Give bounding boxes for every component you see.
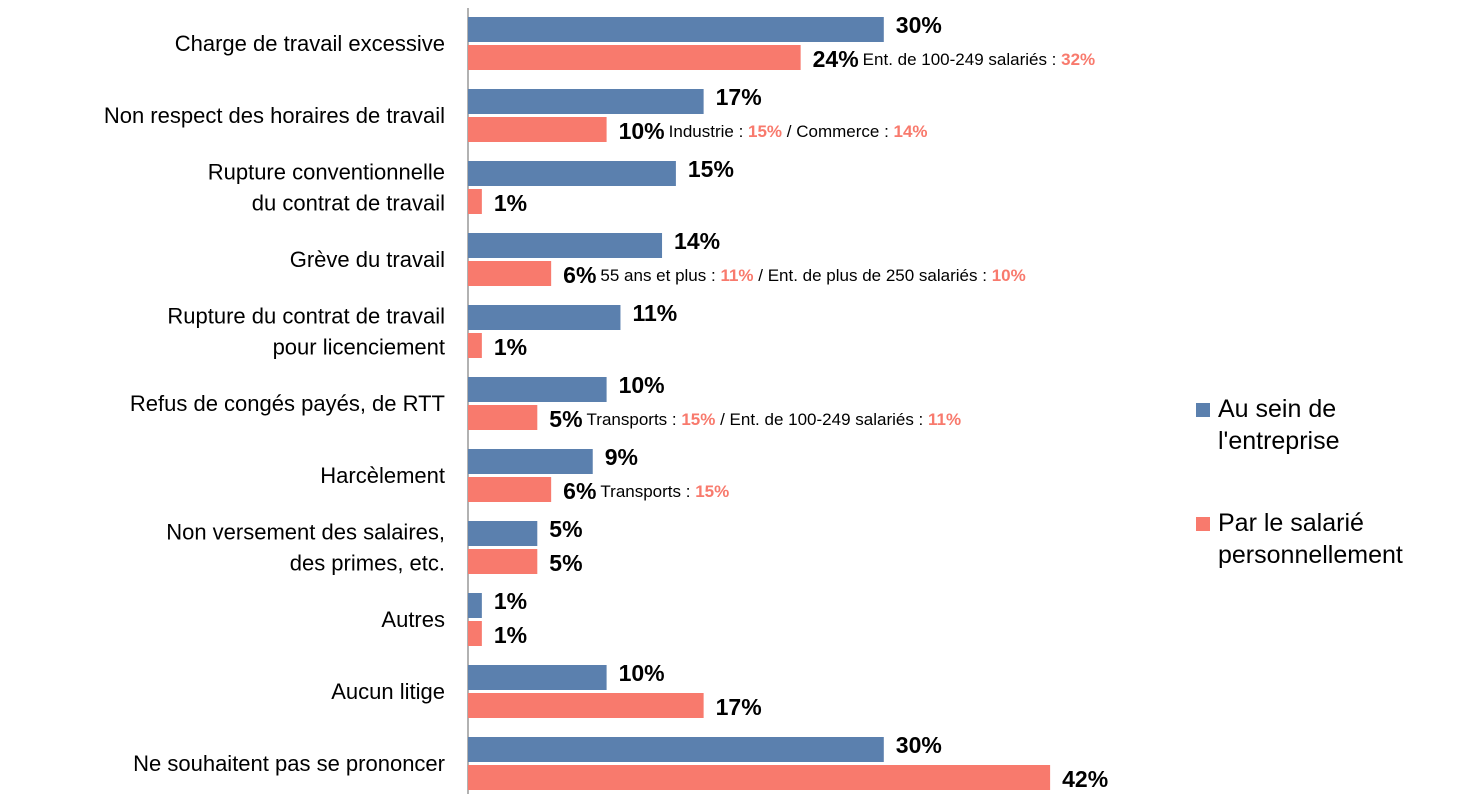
category-label: Charge de travail excessive bbox=[175, 31, 445, 56]
bar bbox=[468, 621, 482, 646]
value-label-group: 10% bbox=[619, 660, 665, 686]
category-label: Aucun litige bbox=[331, 679, 445, 704]
annotation: Industrie : bbox=[669, 122, 748, 141]
bar bbox=[468, 17, 884, 42]
value-label: 42% bbox=[1062, 766, 1108, 792]
value-label: 1% bbox=[494, 334, 527, 360]
annotation: 11% bbox=[720, 266, 753, 285]
value-label: 10% bbox=[619, 660, 665, 686]
bar bbox=[468, 737, 884, 762]
annotation: 10% bbox=[992, 266, 1026, 285]
annotation: / Ent. de 100-249 salariés : bbox=[715, 410, 928, 429]
annotation: 55 ans et plus : bbox=[600, 266, 720, 285]
annotation: 14% bbox=[894, 122, 928, 141]
category-label: Non respect des horaires de travail bbox=[104, 103, 445, 128]
value-label-group: 17% bbox=[716, 694, 762, 720]
value-label: 11% bbox=[632, 300, 677, 326]
value-label-group: 30% bbox=[896, 12, 942, 38]
bar bbox=[468, 89, 704, 114]
value-label: 5% bbox=[549, 406, 582, 432]
value-label-group: 5% Transports : 15% / Ent. de 100-249 sal… bbox=[549, 406, 961, 432]
bar bbox=[468, 449, 593, 474]
category-label: Grève du travail bbox=[290, 247, 445, 272]
value-label: 17% bbox=[716, 694, 762, 720]
value-label-group: 24% Ent. de 100-249 salariés : 32% bbox=[813, 46, 1096, 72]
value-label-group: 30% bbox=[896, 732, 942, 758]
bar bbox=[468, 593, 482, 618]
value-label-group: 42% bbox=[1062, 766, 1108, 792]
value-label: 1% bbox=[494, 588, 527, 614]
annotation: 11% bbox=[928, 410, 961, 429]
bar bbox=[468, 261, 552, 286]
legend-swatch bbox=[1196, 403, 1210, 417]
value-label-group: 6% Transports : 15% bbox=[563, 478, 729, 504]
value-label: 10% bbox=[619, 372, 665, 398]
value-label-group: 14% bbox=[674, 228, 720, 254]
annotation: Transports : bbox=[600, 482, 695, 501]
value-label: 1% bbox=[494, 622, 527, 648]
annotation: / Ent. de plus de 250 salariés : bbox=[754, 266, 992, 285]
annotation: 15% bbox=[695, 482, 729, 501]
bar bbox=[468, 333, 482, 358]
bar bbox=[468, 161, 676, 186]
bar bbox=[468, 117, 607, 142]
bar bbox=[468, 521, 538, 546]
value-label: 24% bbox=[813, 46, 859, 72]
value-label: 6% bbox=[563, 478, 596, 504]
bar bbox=[468, 233, 663, 258]
category-label: Harcèlement bbox=[320, 463, 445, 488]
bar bbox=[468, 189, 482, 214]
category-label: Refus de congés payés, de RTT bbox=[130, 391, 445, 416]
value-label-group: 17% bbox=[716, 84, 762, 110]
bar bbox=[468, 405, 538, 430]
bar bbox=[468, 45, 801, 70]
annotation: 15% bbox=[681, 410, 715, 429]
bar bbox=[468, 305, 621, 330]
legend-label: Par le salarié personnellement bbox=[1218, 509, 1403, 569]
value-label: 30% bbox=[896, 732, 942, 758]
value-label-group: 1% bbox=[494, 190, 527, 216]
bar bbox=[468, 477, 552, 502]
value-label: 14% bbox=[674, 228, 720, 254]
value-label: 10% bbox=[619, 118, 665, 144]
category-label: Rupture du contrat de travail pour licenc… bbox=[167, 303, 445, 359]
value-label-group: 1% bbox=[494, 334, 527, 360]
bar bbox=[468, 665, 607, 690]
annotation: Ent. de 100-249 salariés : bbox=[863, 50, 1061, 69]
annotation: 32% bbox=[1061, 50, 1095, 69]
value-label: 1% bbox=[494, 190, 527, 216]
value-label-group: 10% Industrie : 15% / Commerce : 14% bbox=[619, 118, 928, 144]
value-label: 9% bbox=[605, 444, 638, 470]
value-label-group: 1% bbox=[494, 588, 527, 614]
bar bbox=[468, 693, 704, 718]
value-label: 6% bbox=[563, 262, 596, 288]
legend-label: Au sein de l'entreprise bbox=[1218, 395, 1340, 455]
value-label-group: 9% bbox=[605, 444, 638, 470]
category-label: Ne souhaitent pas se prononcer bbox=[133, 751, 445, 776]
bar bbox=[468, 765, 1051, 790]
bar bbox=[468, 549, 538, 574]
value-label: 17% bbox=[716, 84, 762, 110]
value-label-group: 1% bbox=[494, 622, 527, 648]
category-label: Non versement des salaires, des primes, e… bbox=[166, 519, 445, 575]
value-label: 30% bbox=[896, 12, 942, 38]
value-label-group: 15% bbox=[688, 156, 734, 182]
category-label: Rupture conventionnelle du contrat de tra… bbox=[208, 159, 445, 215]
annotation: / Commerce : bbox=[782, 122, 893, 141]
annotation: 15% bbox=[748, 122, 782, 141]
value-label: 5% bbox=[549, 516, 582, 542]
value-label-group: 6% 55 ans et plus : 11% / Ent. de plus de… bbox=[563, 262, 1026, 288]
value-label-group: 5% bbox=[549, 550, 582, 576]
legend-swatch bbox=[1196, 517, 1210, 531]
bar bbox=[468, 377, 607, 402]
category-label: Autres bbox=[381, 607, 445, 632]
value-label: 5% bbox=[549, 550, 582, 576]
annotation: Transports : bbox=[587, 410, 682, 429]
value-label: 15% bbox=[688, 156, 734, 182]
value-label-group: 5% bbox=[549, 516, 582, 542]
value-label-group: 11% bbox=[632, 300, 677, 326]
value-label-group: 10% bbox=[619, 372, 665, 398]
